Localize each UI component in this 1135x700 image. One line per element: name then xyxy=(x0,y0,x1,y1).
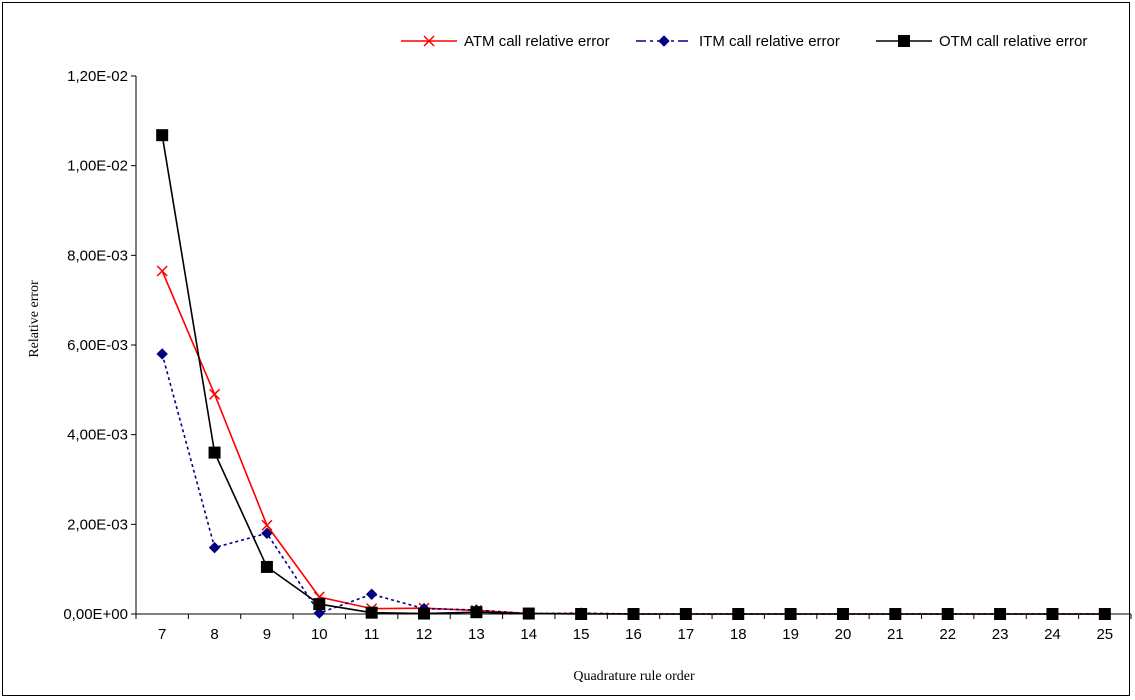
x-tick-label: 13 xyxy=(468,626,485,643)
x-tick-label: 14 xyxy=(520,626,537,643)
y-tick-label: 0,00E+00 xyxy=(63,606,128,623)
y-tick-label: 1,20E-02 xyxy=(67,68,128,85)
data-point xyxy=(784,608,797,620)
x-tick-label: 22 xyxy=(939,626,956,643)
data-point xyxy=(261,527,273,540)
series-2 xyxy=(156,129,1111,620)
data-point xyxy=(836,608,849,620)
legend-label: ATM call relative error xyxy=(464,33,610,50)
data-point xyxy=(470,606,483,619)
data-point xyxy=(418,607,431,620)
legend-label: OTM call relative error xyxy=(939,33,1087,50)
data-point xyxy=(313,607,325,619)
data-point xyxy=(941,608,954,620)
data-point xyxy=(627,608,640,620)
axes: 0,00E+00 2,00E-03 4,00E-03 6,00E-03 8,00E-03… xyxy=(63,68,1132,643)
data-point xyxy=(208,446,221,459)
x-tick-label: 17 xyxy=(678,626,695,643)
y-tick-label: 6,00E-03 xyxy=(67,337,128,354)
data-point xyxy=(994,608,1007,620)
x-tick-label: 8 xyxy=(210,626,218,643)
legend-marker xyxy=(423,35,435,47)
legend-label: ITM call relative error xyxy=(699,33,840,50)
x-tick-label: 16 xyxy=(625,626,642,643)
data-point xyxy=(732,608,745,620)
y-axis-title: Relative error xyxy=(27,280,42,358)
x-tick-label: 18 xyxy=(730,626,747,643)
legend-marker xyxy=(658,35,670,47)
x-tick-label: 21 xyxy=(887,626,904,643)
x-tick-label: 7 xyxy=(158,626,166,643)
legend-marker xyxy=(898,35,910,47)
y-tick-label: 1,00E-02 xyxy=(67,158,128,175)
data-point xyxy=(156,129,169,142)
data-point xyxy=(261,519,273,531)
data-point xyxy=(679,608,692,620)
y-tick-label: 2,00E-03 xyxy=(67,516,128,533)
x-tick-label: 12 xyxy=(416,626,433,643)
x-tick-label: 24 xyxy=(1044,626,1061,643)
y-tick-label: 4,00E-03 xyxy=(67,427,128,444)
data-point xyxy=(209,388,221,400)
data-point xyxy=(365,606,378,619)
x-tick-label: 20 xyxy=(835,626,852,643)
series-line xyxy=(161,135,1105,615)
data-point xyxy=(1046,608,1059,620)
x-tick-label: 15 xyxy=(573,626,590,643)
series-0 xyxy=(156,265,1111,620)
series-1 xyxy=(156,348,1111,620)
series-line xyxy=(161,270,1105,615)
data-point xyxy=(575,608,588,620)
legend: ATM call relative error ITM call relative… xyxy=(401,33,1087,50)
x-tick-label: 23 xyxy=(992,626,1009,643)
data-point xyxy=(156,348,168,360)
data-point xyxy=(365,588,378,600)
data-point xyxy=(889,608,902,620)
x-tick-label: 19 xyxy=(782,626,799,643)
x-tick-label: 25 xyxy=(1096,626,1113,643)
data-point xyxy=(260,560,273,573)
x-tick-label: 9 xyxy=(263,626,271,643)
data-point xyxy=(313,598,326,611)
series-layer xyxy=(156,129,1111,620)
data-point xyxy=(1098,608,1111,620)
x-axis-title: Quadrature rule order xyxy=(573,669,695,684)
data-point xyxy=(522,607,535,620)
x-tick-label: 11 xyxy=(364,626,380,643)
y-tick-label: 8,00E-03 xyxy=(67,247,128,264)
x-tick-label: 10 xyxy=(311,626,328,643)
data-point xyxy=(156,265,168,277)
data-point xyxy=(208,541,221,554)
